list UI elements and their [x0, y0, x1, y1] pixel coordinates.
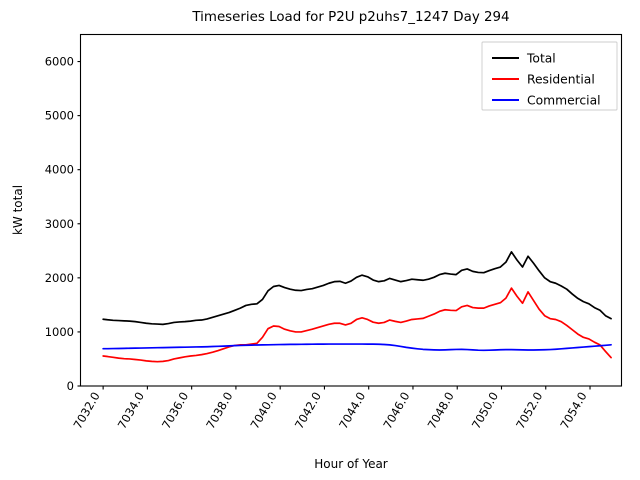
x-axis-title: Hour of Year [314, 457, 388, 471]
y-tick-label: 5000 [45, 109, 74, 123]
y-axis-ticks: 0 1000 2000 3000 4000 5000 6000 [45, 55, 81, 393]
y-tick-label: 3000 [45, 217, 74, 231]
legend-label-residential: Residential [527, 73, 595, 87]
data-series-group [102, 251, 612, 363]
y-tick-label: 4000 [45, 163, 74, 177]
legend-label-total: Total [526, 52, 556, 66]
legend-label-commercial: Commercial [527, 94, 601, 108]
y-tick-label: 6000 [45, 55, 74, 69]
chart-legend: Total Residential Commercial [481, 41, 618, 111]
series-line-commercial [102, 343, 612, 352]
axes-frame [79, 33, 623, 387]
series-line-total [102, 251, 612, 326]
chart-title: Timeseries Load for P2U p2uhs7_1247 Day … [191, 10, 509, 25]
y-tick-label: 1000 [45, 325, 74, 339]
series-line-residential [102, 287, 612, 363]
y-axis-title: kW total [11, 185, 25, 235]
y-tick-label: 0 [67, 379, 74, 393]
y-tick-label: 2000 [45, 271, 74, 285]
